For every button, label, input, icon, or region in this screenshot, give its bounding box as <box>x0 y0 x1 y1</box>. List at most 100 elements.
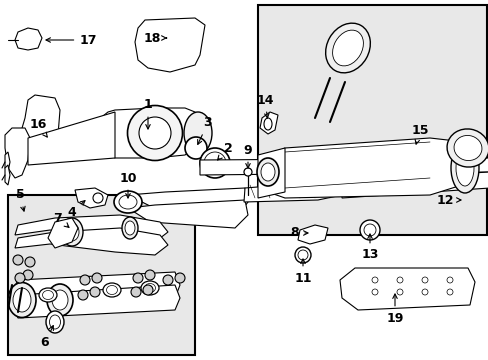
Circle shape <box>90 287 100 297</box>
Ellipse shape <box>446 129 488 167</box>
Ellipse shape <box>65 223 79 241</box>
Text: 1: 1 <box>143 99 152 129</box>
Text: 11: 11 <box>294 259 311 284</box>
Polygon shape <box>341 172 488 198</box>
Ellipse shape <box>103 283 121 297</box>
Polygon shape <box>15 215 168 242</box>
Circle shape <box>396 289 402 295</box>
Polygon shape <box>15 28 42 50</box>
Circle shape <box>133 273 142 283</box>
Circle shape <box>80 275 90 285</box>
Ellipse shape <box>127 105 182 161</box>
Ellipse shape <box>119 195 137 209</box>
Polygon shape <box>5 152 10 172</box>
Text: 19: 19 <box>386 294 403 324</box>
Ellipse shape <box>52 290 68 310</box>
Polygon shape <box>15 228 168 255</box>
Circle shape <box>163 275 173 285</box>
Ellipse shape <box>244 168 251 176</box>
Circle shape <box>371 277 377 283</box>
Circle shape <box>15 273 25 283</box>
Text: 4: 4 <box>67 201 85 219</box>
Circle shape <box>78 290 88 300</box>
Circle shape <box>446 277 452 283</box>
Polygon shape <box>135 18 204 72</box>
Circle shape <box>13 255 23 265</box>
Ellipse shape <box>183 112 212 154</box>
Circle shape <box>421 289 427 295</box>
Bar <box>258 5 486 235</box>
Text: 5: 5 <box>16 189 25 211</box>
Text: 9: 9 <box>243 144 252 168</box>
Polygon shape <box>5 128 30 178</box>
Circle shape <box>446 289 452 295</box>
Ellipse shape <box>122 217 138 239</box>
Polygon shape <box>128 200 247 228</box>
Ellipse shape <box>13 288 31 312</box>
Ellipse shape <box>141 281 159 295</box>
Ellipse shape <box>139 117 171 149</box>
Circle shape <box>142 285 153 295</box>
Ellipse shape <box>46 311 64 333</box>
Ellipse shape <box>49 315 61 329</box>
Text: 12: 12 <box>435 194 460 207</box>
Ellipse shape <box>39 288 57 302</box>
Text: 2: 2 <box>217 141 232 160</box>
Ellipse shape <box>453 135 481 161</box>
Bar <box>8 195 195 355</box>
Ellipse shape <box>47 284 73 316</box>
Polygon shape <box>95 108 202 158</box>
Text: 17: 17 <box>46 33 97 46</box>
Text: 3: 3 <box>197 117 212 144</box>
Circle shape <box>23 270 33 280</box>
Ellipse shape <box>261 163 274 181</box>
Text: 13: 13 <box>361 234 378 261</box>
Ellipse shape <box>455 150 473 186</box>
Ellipse shape <box>42 291 53 300</box>
Ellipse shape <box>359 220 379 240</box>
Ellipse shape <box>297 250 307 260</box>
Polygon shape <box>128 188 247 215</box>
Text: 8: 8 <box>290 226 307 239</box>
Ellipse shape <box>8 283 36 318</box>
Text: 7: 7 <box>54 211 69 228</box>
Ellipse shape <box>125 221 135 235</box>
Ellipse shape <box>93 193 103 203</box>
Circle shape <box>396 277 402 283</box>
Ellipse shape <box>106 285 117 294</box>
Text: 18: 18 <box>143 31 166 45</box>
Circle shape <box>92 273 102 283</box>
Polygon shape <box>5 165 10 185</box>
Ellipse shape <box>294 247 310 263</box>
Polygon shape <box>48 218 78 248</box>
Ellipse shape <box>144 284 155 292</box>
Circle shape <box>25 257 35 267</box>
Polygon shape <box>262 138 467 198</box>
Ellipse shape <box>363 224 375 236</box>
Polygon shape <box>12 285 180 318</box>
Text: 14: 14 <box>256 94 273 118</box>
Polygon shape <box>244 180 345 202</box>
Ellipse shape <box>203 152 225 174</box>
Circle shape <box>371 289 377 295</box>
Circle shape <box>131 287 141 297</box>
Ellipse shape <box>184 137 206 159</box>
Polygon shape <box>75 188 108 208</box>
Polygon shape <box>20 95 60 148</box>
Polygon shape <box>258 148 285 198</box>
Ellipse shape <box>200 148 229 178</box>
Circle shape <box>421 277 427 283</box>
Text: 16: 16 <box>29 118 47 137</box>
Polygon shape <box>260 112 278 134</box>
Polygon shape <box>200 158 488 175</box>
Polygon shape <box>297 225 327 244</box>
Polygon shape <box>12 272 180 305</box>
Ellipse shape <box>325 23 369 73</box>
Text: 10: 10 <box>119 171 137 198</box>
Text: 6: 6 <box>41 326 53 350</box>
Ellipse shape <box>257 158 279 186</box>
Polygon shape <box>339 268 474 310</box>
Circle shape <box>175 273 184 283</box>
Circle shape <box>145 270 155 280</box>
Polygon shape <box>28 112 115 165</box>
